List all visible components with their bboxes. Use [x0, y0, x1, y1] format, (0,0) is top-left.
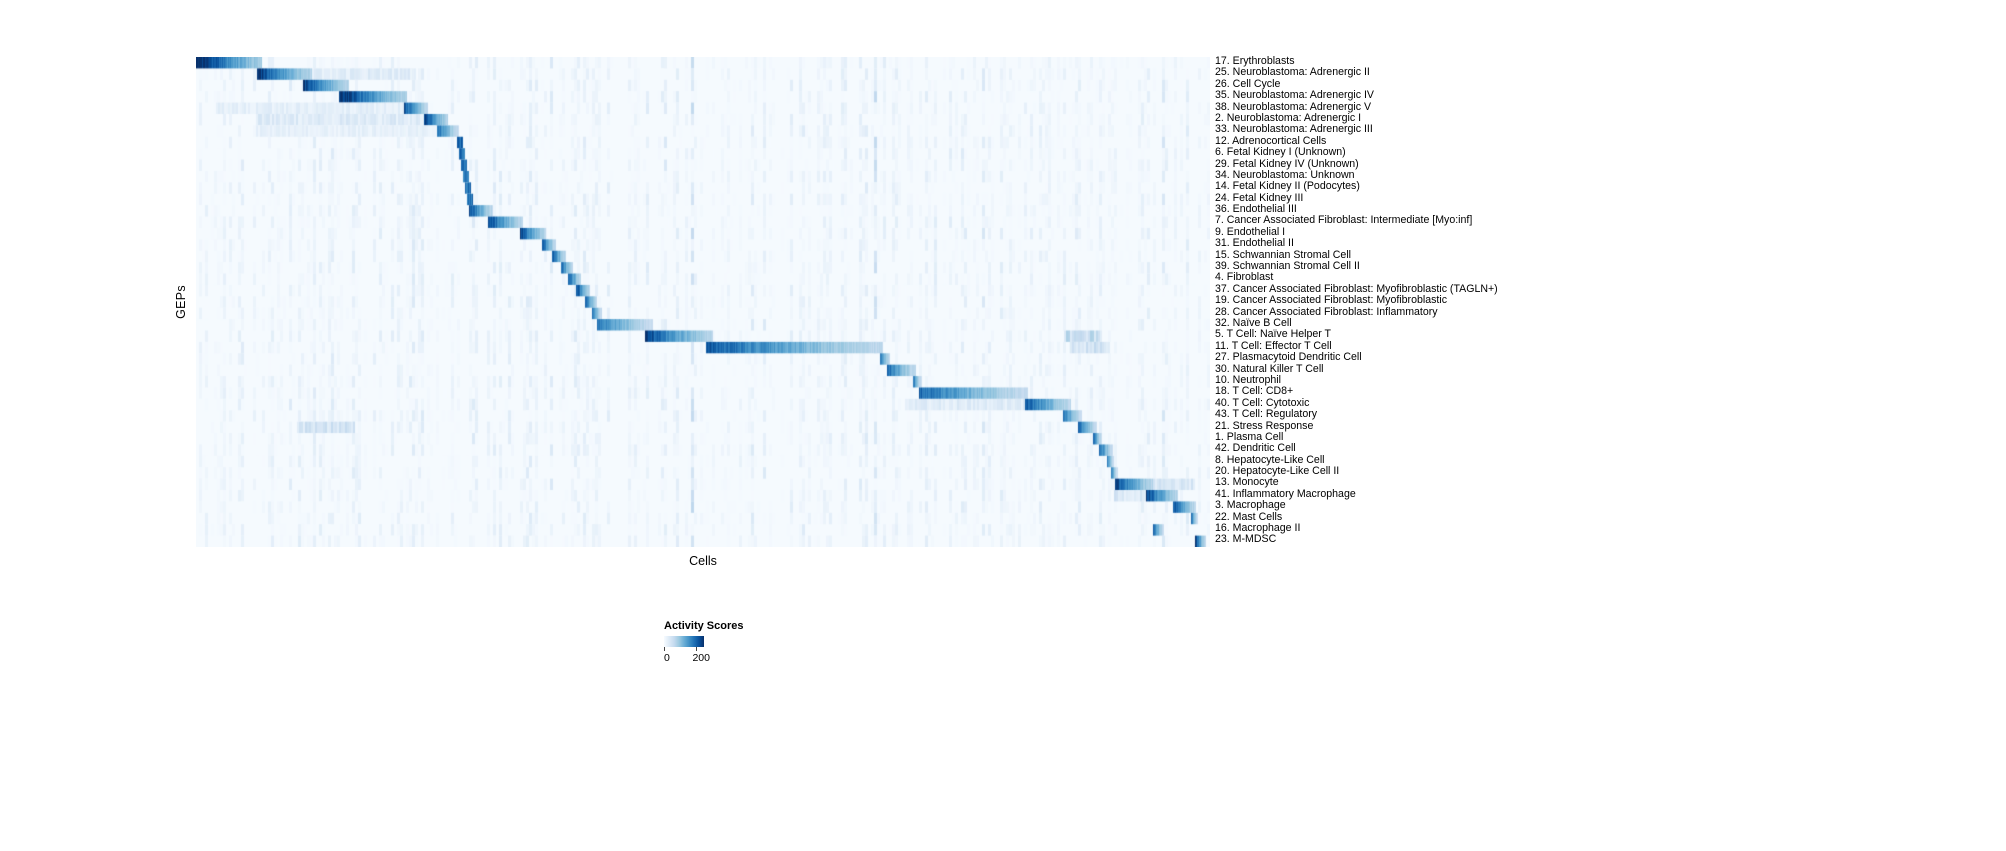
row-label: 36. Endothelial III [1215, 203, 1297, 216]
row-label: 31. Endothelial II [1215, 237, 1294, 250]
row-label: 28. Cancer Associated Fibroblast: Inflam… [1215, 305, 1438, 318]
legend-title: Activity Scores [664, 620, 744, 632]
row-label: 30. Natural Killer T Cell [1215, 362, 1324, 375]
legend-max-label: 200 [692, 652, 710, 664]
row-label: 38. Neuroblastoma: Adrenergic V [1215, 100, 1372, 113]
row-label: 4. Fibroblast [1215, 271, 1274, 284]
row-label: 27. Plasmacytoid Dendritic Cell [1215, 351, 1362, 364]
row-label: 35. Neuroblastoma: Adrenergic IV [1215, 89, 1374, 102]
row-label: 1. Plasma Cell [1215, 430, 1284, 443]
row-label: 11. T Cell: Effector T Cell [1215, 339, 1332, 352]
legend-min-label: 0 [664, 652, 670, 664]
row-label: 12. Adrenocortical Cells [1215, 134, 1327, 147]
legend-colorbar [664, 636, 704, 651]
row-label: 13. Monocyte [1215, 476, 1279, 489]
row-label: 5. T Cell: Naïve Helper T [1215, 328, 1331, 341]
row-label: 8. Hepatocyte-Like Cell [1215, 453, 1325, 466]
row-label: 10. Neutrophil [1215, 373, 1281, 386]
row-label: 2. Neuroblastoma: Adrenergic I [1215, 111, 1362, 124]
row-label: 23. M-MDSC [1215, 533, 1277, 546]
row-label: 20. Hepatocyte-Like Cell II [1215, 465, 1340, 478]
heatmap-canvas [196, 57, 1210, 547]
legend-tick-max [696, 647, 697, 651]
legend-tick-labels: 0 200 [664, 652, 710, 664]
row-label: 40. T Cell: Cytotoxic [1215, 396, 1310, 409]
legend-tick-min [664, 647, 665, 651]
row-label: 6. Fetal Kidney I (Unknown) [1215, 146, 1346, 159]
row-label: 9. Endothelial I [1215, 225, 1286, 238]
x-axis-label: Cells [689, 554, 717, 568]
row-label: 39. Schwannian Stromal Cell II [1215, 260, 1360, 273]
row-label: 18. T Cell: CD8+ [1215, 385, 1294, 398]
row-label: 29. Fetal Kidney IV (Unknown) [1215, 157, 1359, 170]
row-label: 3. Macrophage [1215, 499, 1286, 512]
row-label: 24. Fetal Kidney III [1215, 191, 1304, 204]
row-label: 25. Neuroblastoma: Adrenergic II [1215, 66, 1370, 79]
row-label: 42. Dendritic Cell [1215, 442, 1296, 455]
row-label: 21. Stress Response [1215, 419, 1314, 432]
row-label: 19. Cancer Associated Fibroblast: Myofib… [1215, 294, 1447, 307]
row-label: 26. Cell Cycle [1215, 77, 1281, 90]
row-label: 34. Neuroblastoma: Unknown [1215, 168, 1355, 181]
row-label: 43. T Cell: Regulatory [1215, 408, 1318, 421]
row-label: 14. Fetal Kidney II (Podocytes) [1215, 180, 1360, 193]
row-label: 41. Inflammatory Macrophage [1215, 487, 1356, 500]
row-labels: 17. Erythroblasts 25. Neuroblastoma: Adre… [1215, 55, 1775, 546]
row-label: 32. Naïve B Cell [1215, 316, 1292, 329]
row-label: 22. Mast Cells [1215, 510, 1283, 523]
row-label: 7. Cancer Associated Fibroblast: Interme… [1215, 214, 1473, 227]
legend: Activity Scores 0 200 [664, 620, 784, 664]
row-label: 16. Macrophage II [1215, 522, 1301, 535]
row-label: 15. Schwannian Stromal Cell [1215, 248, 1352, 261]
row-label: 17. Erythroblasts [1215, 55, 1295, 67]
y-axis-label: GEPs [174, 285, 188, 319]
row-label: 37. Cancer Associated Fibroblast: Myofib… [1215, 282, 1498, 295]
row-label: 33. Neuroblastoma: Adrenergic III [1215, 123, 1373, 136]
